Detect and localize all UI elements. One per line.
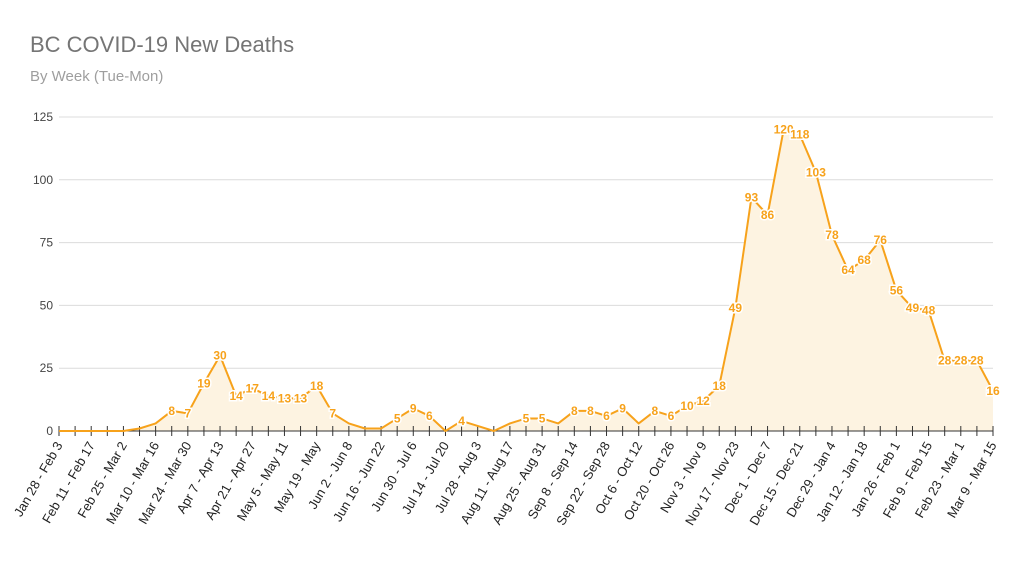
- data-label: 16: [986, 384, 1000, 398]
- y-tick-label: 125: [33, 110, 53, 124]
- y-tick-label: 100: [33, 173, 53, 187]
- data-label: 8: [587, 404, 594, 418]
- data-label: 12: [696, 394, 710, 408]
- data-label: 30: [213, 349, 227, 363]
- data-label: 9: [619, 401, 626, 415]
- data-label: 93: [745, 190, 759, 204]
- data-label: 68: [857, 253, 871, 267]
- y-tick-label: 25: [40, 361, 54, 375]
- data-label: 18: [310, 379, 324, 393]
- data-label: 6: [603, 409, 610, 423]
- data-label: 76: [874, 233, 888, 247]
- data-label: 28: [954, 354, 968, 368]
- data-label: 6: [426, 409, 433, 423]
- data-label: 64: [841, 263, 855, 277]
- data-label: 19: [197, 376, 211, 390]
- data-label: 49: [729, 301, 743, 315]
- data-label: 28: [938, 354, 952, 368]
- data-label: 14: [262, 389, 276, 403]
- data-label: 28: [970, 354, 984, 368]
- data-label: 17: [246, 381, 260, 395]
- y-tick-label: 75: [40, 236, 54, 250]
- chart-title: BC COVID-19 New Deaths: [30, 32, 295, 57]
- data-label: 10: [680, 399, 694, 413]
- data-label: 18: [713, 379, 727, 393]
- area-fill: [59, 129, 993, 431]
- y-tick-label: 0: [46, 424, 53, 438]
- data-label: 48: [922, 303, 936, 317]
- data-label: 103: [806, 165, 826, 179]
- data-label: 120: [774, 123, 794, 137]
- data-label: 7: [184, 406, 191, 420]
- data-label: 4: [458, 414, 465, 428]
- data-label: 9: [410, 401, 417, 415]
- data-label: 6: [668, 409, 675, 423]
- data-label: 5: [523, 411, 530, 425]
- data-label: 56: [890, 283, 904, 297]
- data-label: 49: [906, 301, 920, 315]
- data-label: 8: [168, 404, 175, 418]
- data-label: 78: [825, 228, 839, 242]
- data-label: 13: [294, 391, 308, 405]
- y-tick-label: 50: [40, 298, 54, 312]
- chart-subtitle: By Week (Tue-Mon): [30, 68, 164, 85]
- data-label: 8: [651, 404, 658, 418]
- data-label: 14: [229, 389, 243, 403]
- data-label: 86: [761, 208, 775, 222]
- data-label: 5: [539, 411, 546, 425]
- data-label: 13: [278, 391, 292, 405]
- data-label: 5: [394, 411, 401, 425]
- data-label: 118: [790, 128, 810, 142]
- data-label: 7: [329, 406, 336, 420]
- data-label: 8: [571, 404, 578, 418]
